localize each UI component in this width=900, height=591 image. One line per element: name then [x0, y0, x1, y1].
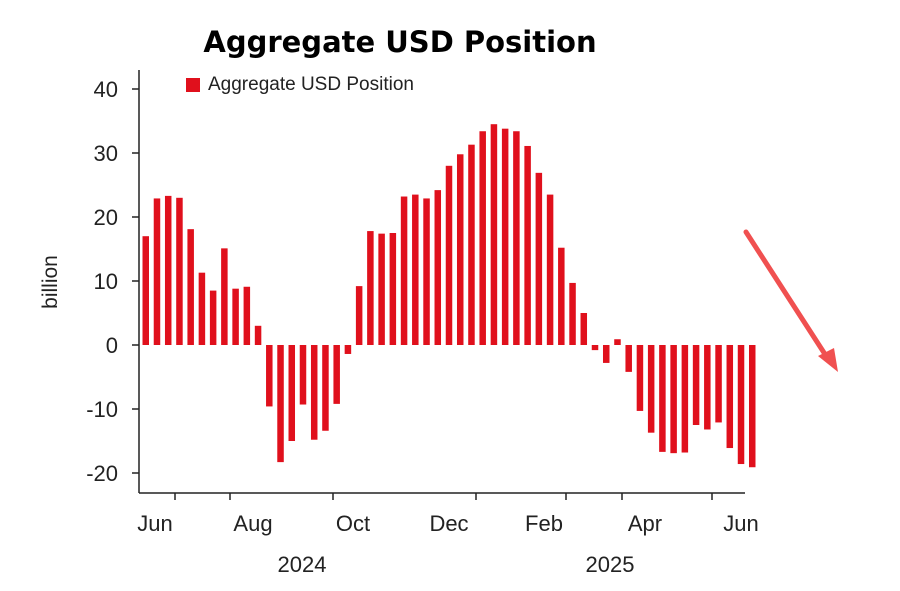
bar — [254, 325, 262, 345]
x-tick-label: Jun — [137, 511, 172, 536]
year-label-2024: 2024 — [278, 552, 327, 577]
bar — [423, 198, 430, 345]
bar — [164, 195, 172, 345]
bar — [266, 345, 273, 407]
bar — [142, 236, 149, 345]
legend-label: Aggregate USD Position — [208, 74, 414, 95]
bar — [355, 286, 363, 345]
bar — [704, 345, 711, 430]
bar — [243, 286, 251, 345]
chart-title: Aggregate USD Position — [203, 25, 596, 59]
bar — [659, 345, 666, 452]
bar — [322, 345, 329, 431]
bar — [367, 231, 374, 345]
x-tick-label: Aug — [233, 511, 272, 536]
x-tick-label: Feb — [525, 511, 563, 536]
bar — [400, 196, 408, 345]
bar — [378, 233, 385, 345]
bar — [389, 233, 397, 345]
bar — [737, 345, 745, 465]
bar — [288, 345, 296, 441]
bar — [187, 229, 194, 345]
bar — [221, 248, 228, 345]
bar — [715, 345, 722, 423]
bar — [569, 282, 576, 345]
bar — [535, 172, 543, 345]
bar — [749, 345, 756, 468]
x-tick-label: Apr — [628, 511, 662, 536]
bar — [445, 165, 453, 345]
bar — [456, 154, 464, 345]
bar — [670, 345, 677, 454]
bar — [198, 272, 206, 345]
legend: Aggregate USD Position — [186, 74, 414, 95]
bar — [310, 345, 318, 440]
bar — [546, 194, 554, 345]
arrow-down-right-icon — [743, 229, 838, 372]
bar — [602, 345, 610, 363]
bar — [681, 345, 689, 453]
y-tick-label: 10 — [94, 269, 118, 294]
bar — [513, 131, 520, 345]
bar — [647, 345, 655, 433]
bar — [468, 144, 475, 345]
bar — [501, 128, 509, 345]
bar — [580, 313, 588, 345]
x-tick-label: Jun — [723, 511, 758, 536]
x-tick-label: Oct — [336, 511, 370, 536]
bar — [479, 131, 486, 345]
y-tick-label: 20 — [94, 205, 118, 230]
y-axis-label: billion — [39, 255, 62, 309]
bar — [434, 190, 442, 345]
y-axis-ticks: 40 30 20 10 0 -10 -20 — [86, 77, 139, 486]
x-axis-ticks: Jun Aug Oct Dec Feb Apr Jun — [137, 493, 759, 536]
bar — [558, 247, 565, 345]
bar — [625, 345, 632, 372]
bar — [277, 345, 284, 463]
bar — [232, 288, 239, 345]
legend-swatch — [186, 78, 200, 92]
bar — [299, 345, 307, 405]
bar — [692, 345, 700, 425]
bar — [524, 145, 531, 345]
y-tick-label: 40 — [94, 77, 118, 102]
bar — [176, 197, 183, 345]
bar — [490, 124, 498, 345]
year-label-2025: 2025 — [586, 552, 635, 577]
bar — [726, 345, 734, 449]
y-tick-label: -10 — [86, 397, 118, 422]
bar — [591, 345, 599, 351]
bar — [153, 198, 161, 345]
bar — [333, 345, 340, 404]
y-tick-label: -20 — [86, 461, 118, 486]
x-tick-label: Dec — [429, 511, 468, 536]
y-tick-label: 0 — [106, 333, 118, 358]
y-tick-label: 30 — [94, 141, 118, 166]
bar — [614, 339, 621, 345]
bar — [412, 194, 419, 345]
bar — [344, 345, 352, 354]
bars — [142, 124, 756, 468]
bar — [209, 290, 217, 345]
bar — [636, 345, 644, 411]
